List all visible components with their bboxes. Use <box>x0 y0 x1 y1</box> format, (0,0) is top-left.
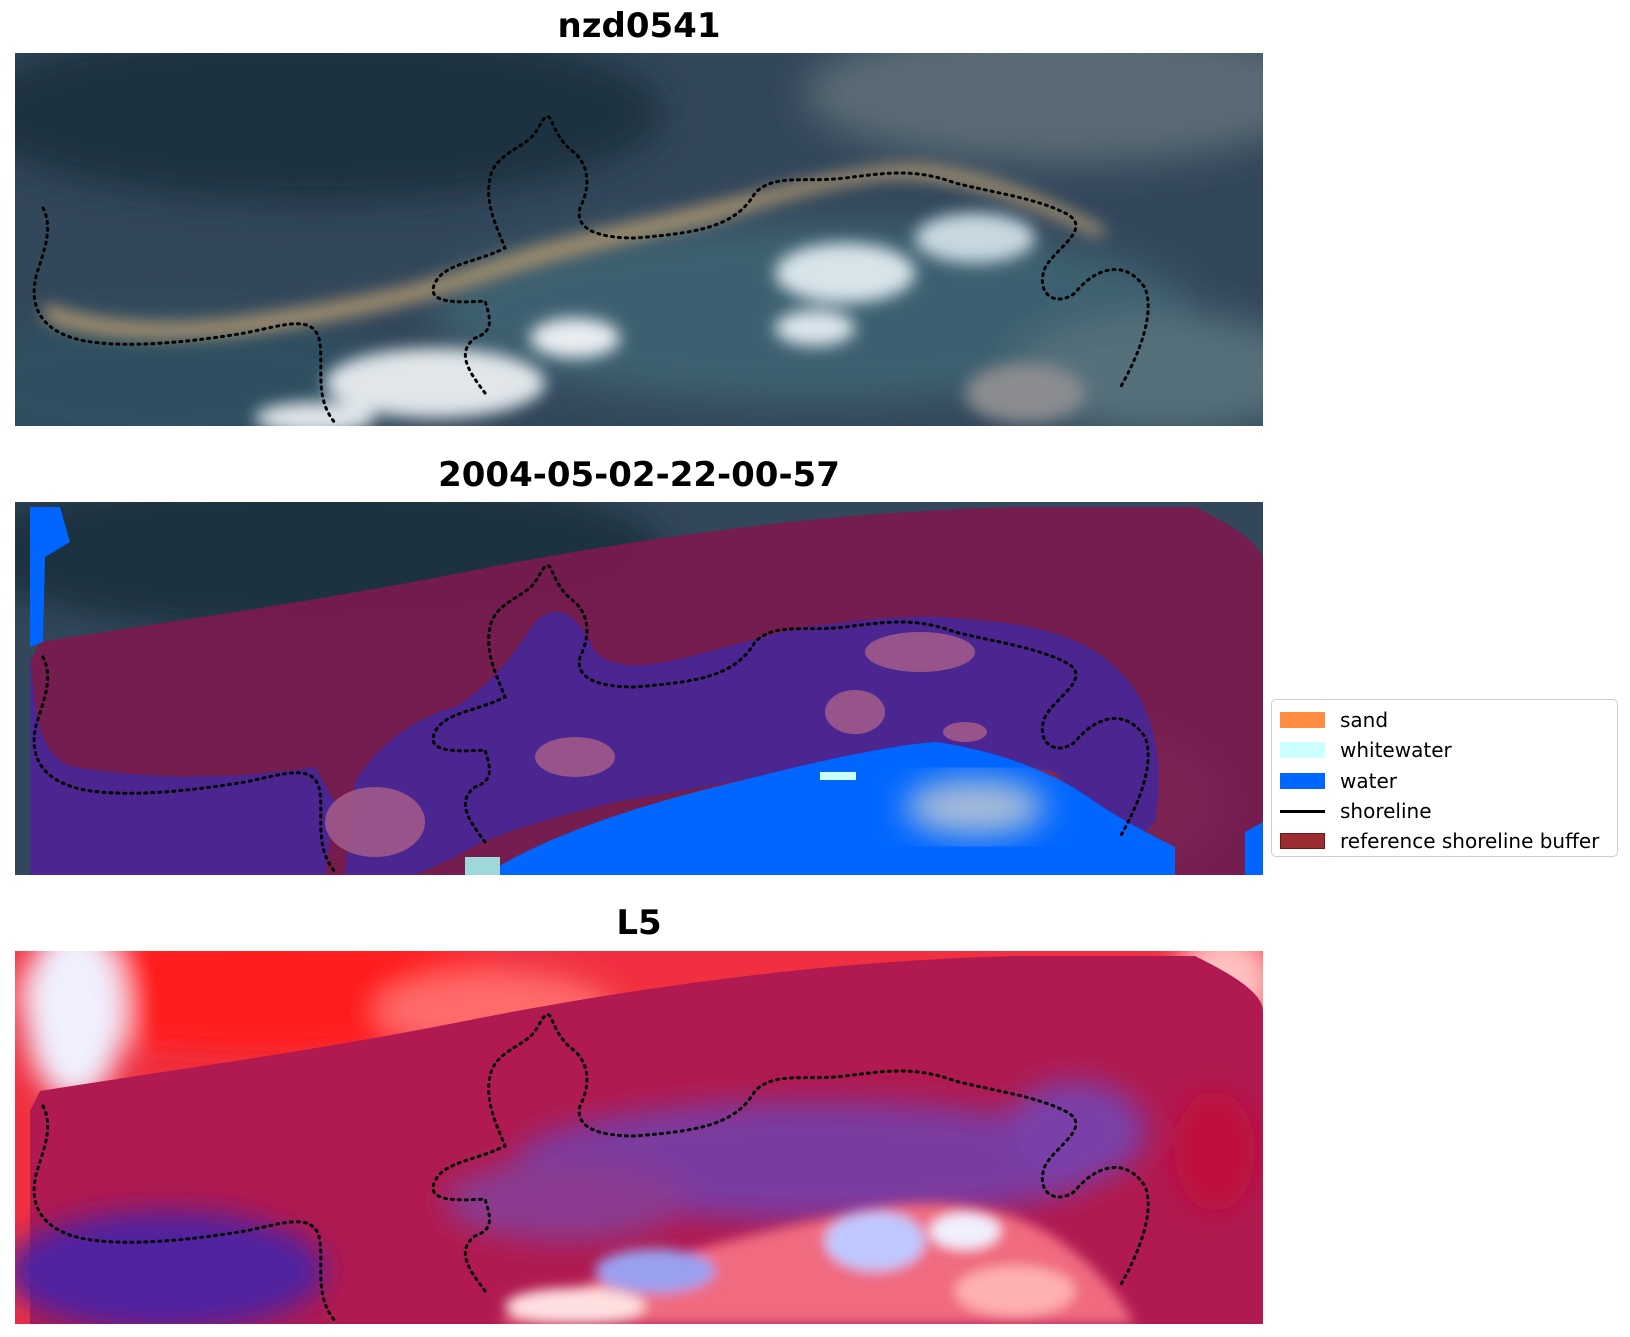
water-index-region <box>495 1203 1135 1324</box>
rgb-image-panel <box>15 53 1263 426</box>
index-image-panel <box>15 951 1263 1324</box>
legend-label: shoreline <box>1340 799 1432 823</box>
panel-title-classified: 2004-05-02-22-00-57 <box>438 455 840 495</box>
legend-label: reference shoreline buffer <box>1340 829 1600 853</box>
mixed-pixels <box>325 632 987 857</box>
legend-item-buffer: reference shoreline buffer <box>1280 826 1599 856</box>
classified-image-panel <box>15 502 1263 875</box>
legend-item-water: water <box>1280 766 1397 796</box>
legend-item-shoreline: shoreline <box>1280 796 1432 826</box>
whitewater-pixels-2 <box>465 857 500 875</box>
water-swatch <box>1280 773 1325 789</box>
legend-label: water <box>1340 769 1397 793</box>
panel-title-index: L5 <box>616 903 662 943</box>
legend-item-whitewater: whitewater <box>1280 735 1452 765</box>
whitewater-pixels <box>820 772 856 780</box>
legend-label: sand <box>1340 708 1389 732</box>
classified-overlay-image <box>15 502 1263 875</box>
whitewater-swatch <box>1280 742 1325 758</box>
sand-swatch <box>1280 712 1325 728</box>
index-colormap-image <box>15 951 1263 1324</box>
legend: sand whitewater water shoreline referenc… <box>1271 699 1618 857</box>
shoreline-line-swatch <box>1280 809 1325 813</box>
legend-label: whitewater <box>1340 738 1452 762</box>
buffer-swatch <box>1280 833 1325 849</box>
panel-title-rgb: nzd0541 <box>557 6 721 46</box>
rgb-satellite-image <box>15 53 1263 426</box>
legend-item-sand: sand <box>1280 705 1388 735</box>
